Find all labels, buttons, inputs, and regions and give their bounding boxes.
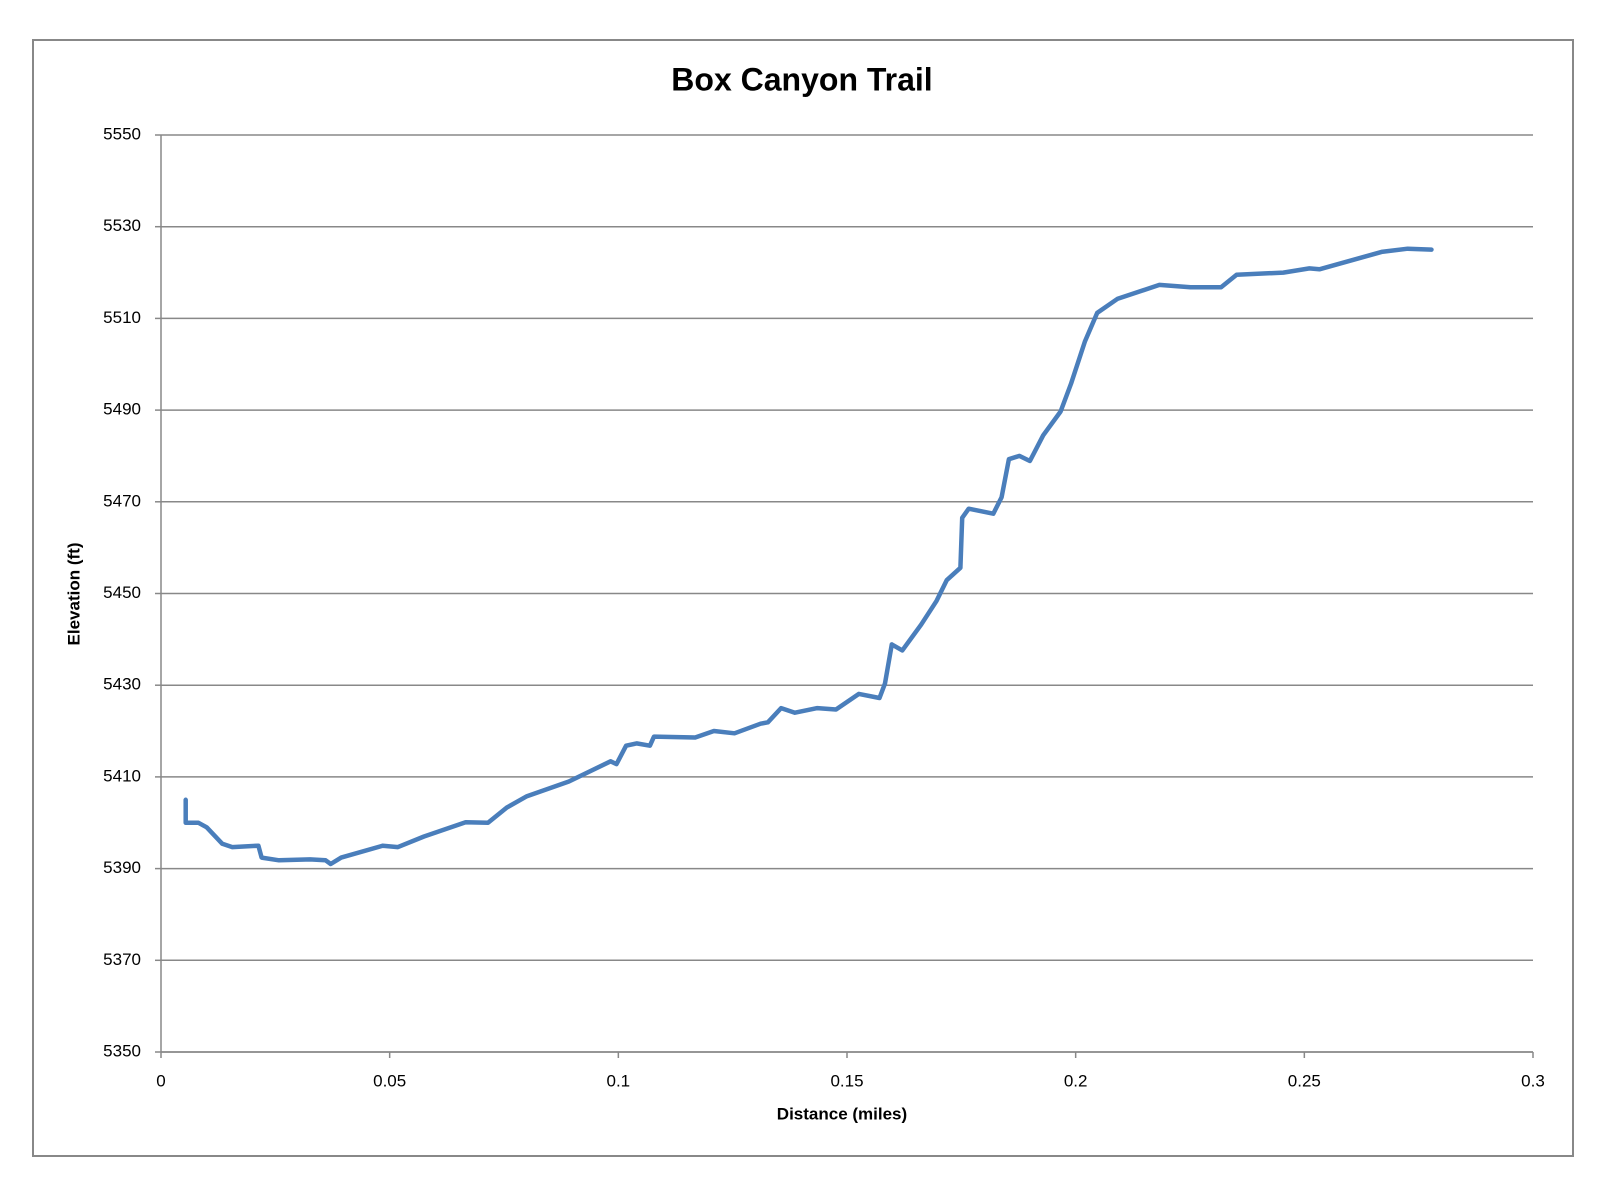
- x-tick-label: 0.3: [1521, 1071, 1545, 1090]
- series-line: [183, 246, 1434, 867]
- y-tick-label: 5490: [103, 400, 141, 419]
- x-tick-label: 0: [156, 1071, 165, 1090]
- y-tick-label: 5450: [103, 583, 141, 602]
- x-tick-label: 0.25: [1288, 1071, 1321, 1090]
- y-tick-label: 5350: [103, 1041, 141, 1060]
- x-tick-label: 0.15: [830, 1071, 863, 1090]
- y-axis-title: Elevation (ft): [64, 543, 83, 646]
- y-tick-label: 5390: [103, 858, 141, 877]
- chart-border: [32, 39, 1574, 1157]
- y-tick-label: 5370: [103, 950, 141, 969]
- chart-title: Box Canyon Trail: [671, 61, 932, 97]
- y-tick-label: 5470: [103, 491, 141, 510]
- x-tick-label: 0.2: [1064, 1071, 1088, 1090]
- y-tick-label: 5530: [103, 216, 141, 235]
- x-tick-label: 0.1: [607, 1071, 631, 1090]
- x-axis-title: Distance (miles): [777, 1104, 907, 1123]
- y-tick-label: 5550: [103, 124, 141, 143]
- y-tick-label: 5510: [103, 308, 141, 327]
- y-tick-label: 5410: [103, 766, 141, 785]
- x-tick-label: 0.05: [373, 1071, 406, 1090]
- y-tick-label: 5430: [103, 675, 141, 694]
